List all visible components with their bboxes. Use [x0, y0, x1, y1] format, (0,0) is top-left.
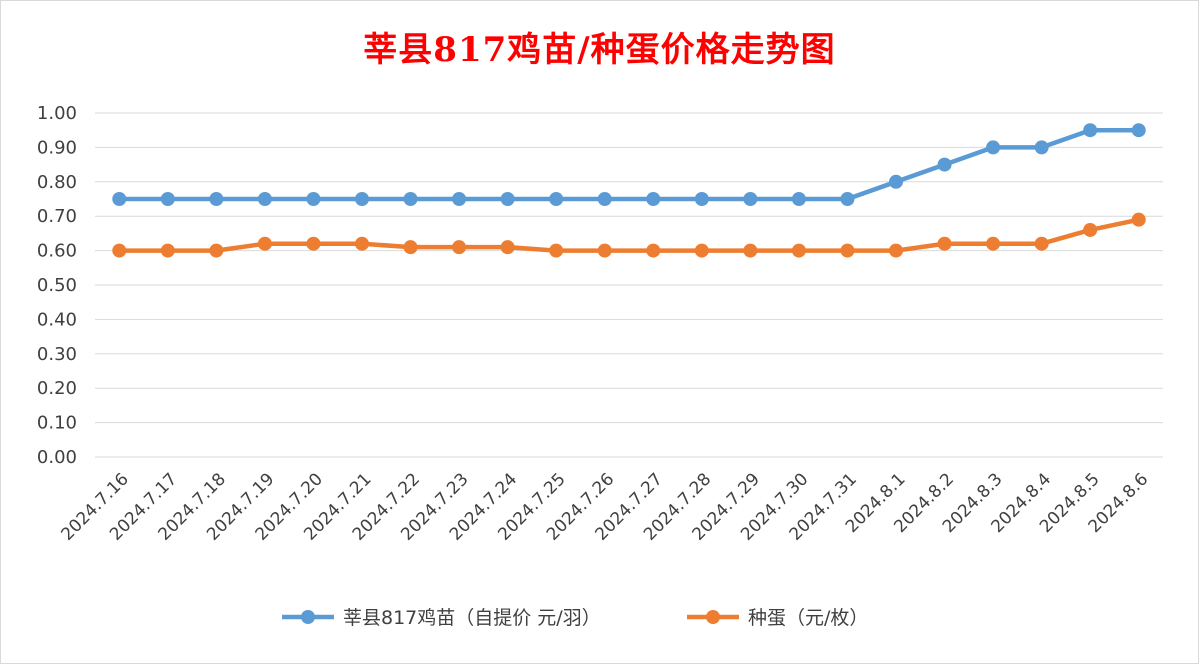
data-point: [986, 140, 1001, 155]
data-point: [840, 243, 855, 258]
data-point: [646, 243, 661, 258]
data-point: [209, 192, 224, 206]
data-point: [743, 192, 758, 206]
legend-item: 种蛋（元/枚）: [687, 607, 868, 629]
data-point: [937, 157, 952, 172]
data-point: [306, 236, 321, 251]
series-2: [112, 212, 1146, 258]
y-tick-label: 0.70: [37, 206, 77, 227]
data-point: [160, 243, 175, 258]
data-point: [889, 243, 903, 258]
y-axis-ticks: 0.00 0.10 0.20 0.30 0.40 0.50 0.60 0.70 0.80 0.90…: [37, 103, 77, 468]
series-line: [119, 217, 1140, 253]
data-point: [549, 192, 564, 206]
gridlines: [95, 112, 1163, 458]
data-point: [452, 192, 467, 206]
data-point: [403, 240, 418, 255]
y-tick-label: 0.30: [37, 344, 77, 365]
y-tick-label: 0.10: [37, 413, 77, 434]
data-point: [1034, 140, 1049, 155]
data-point: [937, 236, 952, 251]
legend-item: 莘县817鸡苗（自提价 元/羽）: [282, 607, 601, 629]
y-tick-label: 0.90: [37, 137, 77, 158]
data-point: [112, 192, 127, 206]
data-point: [306, 192, 321, 206]
y-tick-label: 0.40: [37, 309, 77, 330]
legend-swatch-marker: [301, 610, 315, 624]
y-tick-label: 0.50: [37, 275, 77, 296]
series-line: [119, 127, 1139, 202]
data-point: [791, 192, 806, 206]
data-point: [597, 192, 612, 206]
series-lines: [112, 123, 1146, 258]
legend: 莘县817鸡苗（自提价 元/羽） 种蛋（元/枚）: [282, 607, 868, 629]
legend-label: 莘县817鸡苗（自提价 元/羽）: [343, 607, 601, 629]
data-point: [743, 243, 758, 258]
data-point: [355, 192, 369, 206]
data-point: [549, 243, 564, 258]
data-point: [112, 243, 127, 258]
data-point: [694, 192, 709, 206]
data-point: [1131, 123, 1146, 138]
series-1: [112, 123, 1146, 206]
data-point: [209, 243, 224, 258]
data-point: [1083, 123, 1098, 138]
data-point: [257, 236, 272, 251]
data-point: [840, 192, 855, 206]
data-point: [694, 243, 709, 258]
legend-swatch-marker: [706, 610, 720, 624]
data-point: [986, 236, 1001, 251]
x-axis-ticks: 2024.7.162024.7.172024.7.182024.7.192024…: [57, 469, 1152, 544]
data-point: [1131, 212, 1146, 227]
data-point: [160, 192, 175, 206]
y-tick-label: 0.20: [37, 378, 77, 399]
data-point: [791, 243, 806, 258]
data-point: [597, 243, 612, 258]
y-tick-label: 0.00: [37, 447, 77, 468]
chart-title: 莘县817鸡苗/种蛋价格走势图: [363, 30, 836, 70]
data-point: [1034, 236, 1049, 251]
data-point: [403, 192, 418, 206]
y-tick-label: 0.60: [37, 241, 77, 262]
data-point: [355, 236, 369, 251]
y-tick-label: 1.00: [37, 103, 77, 124]
data-point: [452, 240, 467, 255]
legend-label: 种蛋（元/枚）: [748, 607, 868, 629]
data-point: [257, 192, 272, 206]
data-point: [500, 240, 515, 255]
data-point: [500, 192, 515, 206]
data-point: [646, 192, 661, 206]
y-tick-label: 0.80: [37, 172, 77, 193]
data-point: [1083, 222, 1098, 237]
data-point: [889, 174, 903, 189]
